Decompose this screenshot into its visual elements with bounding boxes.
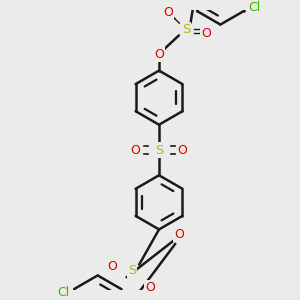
Text: S: S xyxy=(155,143,163,157)
Text: Cl: Cl xyxy=(57,286,70,299)
Text: O: O xyxy=(130,143,140,157)
Text: O: O xyxy=(163,6,173,19)
Text: O: O xyxy=(145,281,155,294)
Text: O: O xyxy=(174,228,184,241)
Text: Cl: Cl xyxy=(248,1,261,14)
Text: O: O xyxy=(201,27,211,40)
Text: O: O xyxy=(178,143,188,157)
Text: S: S xyxy=(128,264,136,278)
Text: O: O xyxy=(154,48,164,61)
Text: S: S xyxy=(182,22,190,36)
Text: O: O xyxy=(107,260,117,273)
